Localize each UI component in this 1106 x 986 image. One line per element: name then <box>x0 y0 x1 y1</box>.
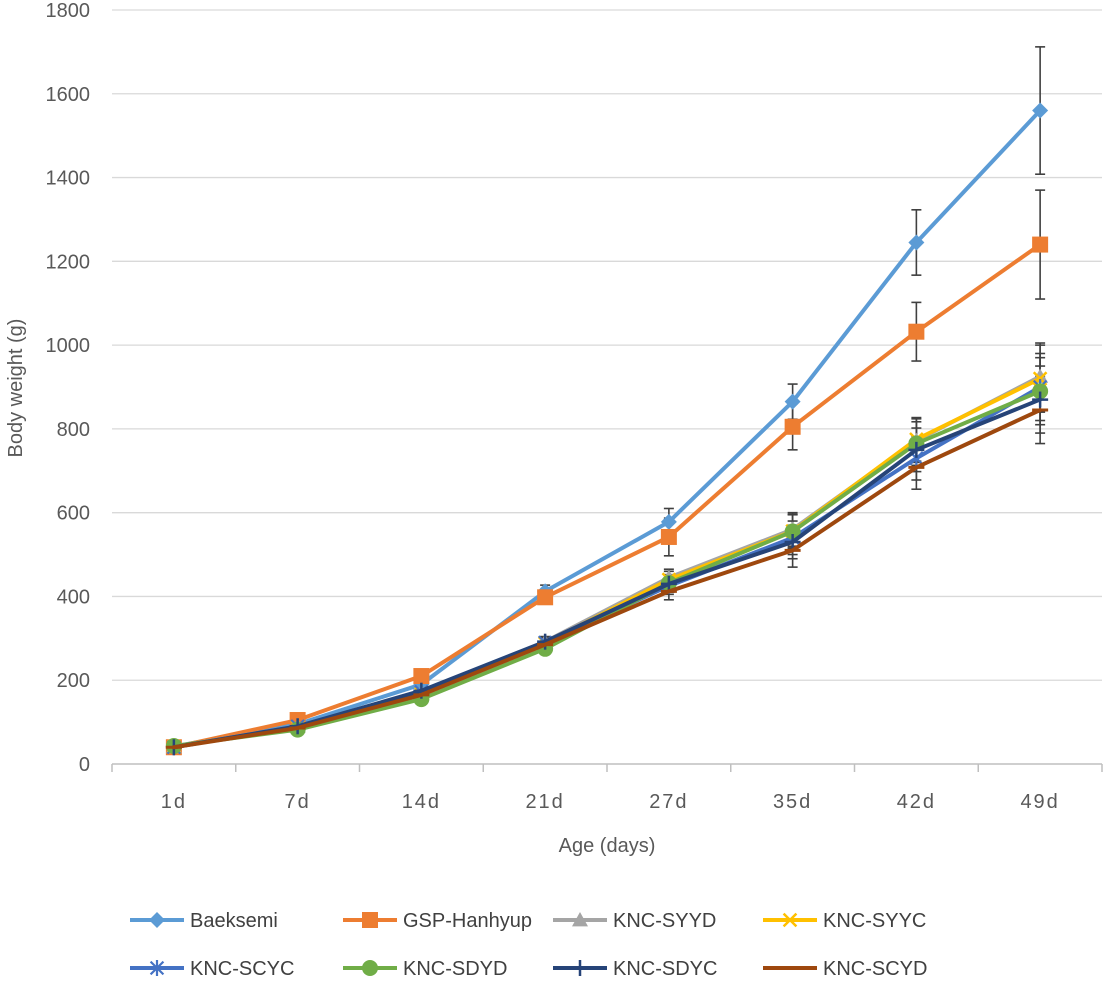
legend-marker <box>782 912 798 928</box>
legend-marker <box>362 912 378 928</box>
data-point <box>1032 102 1049 119</box>
legend-item: GSP-Hanhyup <box>343 910 532 932</box>
series-line <box>171 397 1043 750</box>
legend-item: KNC-SDYD <box>343 958 507 980</box>
legend-marker <box>149 960 165 976</box>
data-point <box>784 533 801 550</box>
y-tick-label: 600 <box>57 503 90 525</box>
x-tick-label: 49d <box>1020 791 1059 813</box>
data-point <box>537 589 554 606</box>
y-tick-label: 0 <box>79 754 90 776</box>
legend-item: Baeksemi <box>130 910 278 932</box>
series-line <box>171 408 1043 750</box>
legend-label: KNC-SYYD <box>613 910 716 932</box>
x-tick-label: 1d <box>161 791 187 813</box>
x-tick-label: 42d <box>897 791 936 813</box>
series-line <box>171 242 1043 750</box>
series-6 <box>165 391 1049 756</box>
y-axis-title: Body weight (g) <box>5 319 27 458</box>
legend-label: GSP-Hanhyup <box>403 910 532 932</box>
y-tick-label: 800 <box>57 419 90 441</box>
legend-marker <box>362 960 378 976</box>
data-point <box>784 393 801 410</box>
legend-label: KNC-SDYD <box>403 958 507 980</box>
legend-marker <box>149 912 165 928</box>
legend-marker <box>572 960 588 976</box>
series-lines <box>165 102 1049 756</box>
legend: Baeksemi GSP-Hanhyup KNC-SYYD KNC-SYYC KNC-S… <box>130 910 927 980</box>
data-point <box>784 418 801 435</box>
gridlines <box>112 9 1102 681</box>
error-bars <box>168 46 1046 751</box>
tick-labels: 0 200 400 600 800 1000 1200 1400 1600 1800 1d 7d 14d… <box>46 0 1059 813</box>
x-axis-title: Age (days) <box>559 835 656 857</box>
data-point <box>784 523 801 540</box>
y-tick-label: 1000 <box>46 335 91 357</box>
series-line <box>171 108 1043 749</box>
x-tick-label: 7d <box>285 791 311 813</box>
legend-label: KNC-SDYC <box>613 958 717 980</box>
x-tick-label: 21d <box>525 791 564 813</box>
data-point <box>1032 236 1049 253</box>
data-point <box>1032 391 1049 408</box>
series-line <box>171 374 1043 749</box>
data-point <box>413 668 430 685</box>
y-tick-label: 200 <box>57 670 90 692</box>
legend-item: KNC-SDYC <box>553 958 717 980</box>
legend-label: KNC-SCYC <box>190 958 294 980</box>
data-point <box>1032 383 1049 400</box>
y-tick-label: 1600 <box>46 84 91 106</box>
data-point <box>660 528 677 545</box>
legend-label: KNC-SCYD <box>823 958 927 980</box>
x-tick-label: 27d <box>649 791 688 813</box>
legend-label: Baeksemi <box>190 910 278 932</box>
x-tick-label: 14d <box>402 791 441 813</box>
data-point <box>908 441 925 458</box>
legend-marker <box>572 912 588 927</box>
legend-item: KNC-SCYC <box>130 958 294 980</box>
x-tick-label: 35d <box>773 791 812 813</box>
series-7 <box>165 408 1049 750</box>
data-point <box>660 513 677 530</box>
legend-item: KNC-SCYD <box>763 958 927 980</box>
y-tick-label: 1400 <box>46 168 91 190</box>
data-point <box>908 234 925 251</box>
legend-item: KNC-SYYC <box>763 910 926 932</box>
axes <box>111 763 1103 772</box>
legend-label: KNC-SYYC <box>823 910 926 932</box>
data-point <box>908 323 925 340</box>
y-tick-label: 1800 <box>46 0 91 22</box>
legend-item: KNC-SYYD <box>553 910 716 932</box>
y-tick-label: 400 <box>57 586 90 608</box>
marker-stroke <box>782 912 798 928</box>
y-tick-label: 1200 <box>46 251 91 273</box>
data-point <box>660 575 677 592</box>
